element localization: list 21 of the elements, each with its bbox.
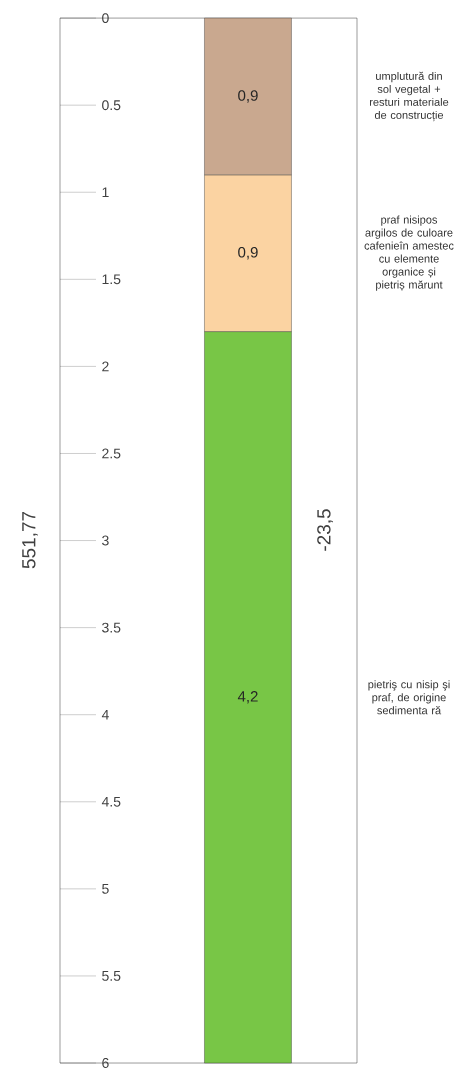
y-tick-label: 6 (102, 1058, 109, 1068)
data-label: 0,9 (238, 246, 258, 260)
text: pietriş cu nisip şi praf, de origine sedimenta ră (368, 680, 450, 715)
data-label: 0,9 (238, 90, 258, 103)
y-tick-label: 4 (101, 709, 109, 720)
y-tick-label: 5.5 (102, 971, 121, 981)
y-tick-label: 3.5 (102, 622, 121, 633)
y-tick-label: 1.5 (102, 274, 121, 285)
y-tick-label: 2 (102, 361, 109, 372)
y-tick-label: 2.5 (102, 448, 121, 459)
data-label: 4,2 (237, 691, 258, 704)
text: 551,77 (22, 511, 38, 569)
y-tick-label: 4.5 (101, 796, 121, 807)
y-tick-label: 0 (102, 13, 109, 24)
text: -23,5 (317, 509, 333, 551)
text: praf nisipos argilos de culoare cafenieîn amestec cu elemente organice și pietriș mărunt (364, 215, 454, 291)
y-tick-label: 1 (102, 187, 109, 198)
y-tick-label: 3 (102, 535, 109, 546)
y-tick-label: 5 (102, 883, 109, 894)
text: umplutură din sol vegetal + resturi materiale de construcție (370, 71, 449, 122)
y-tick-label: 0.5 (102, 100, 121, 111)
